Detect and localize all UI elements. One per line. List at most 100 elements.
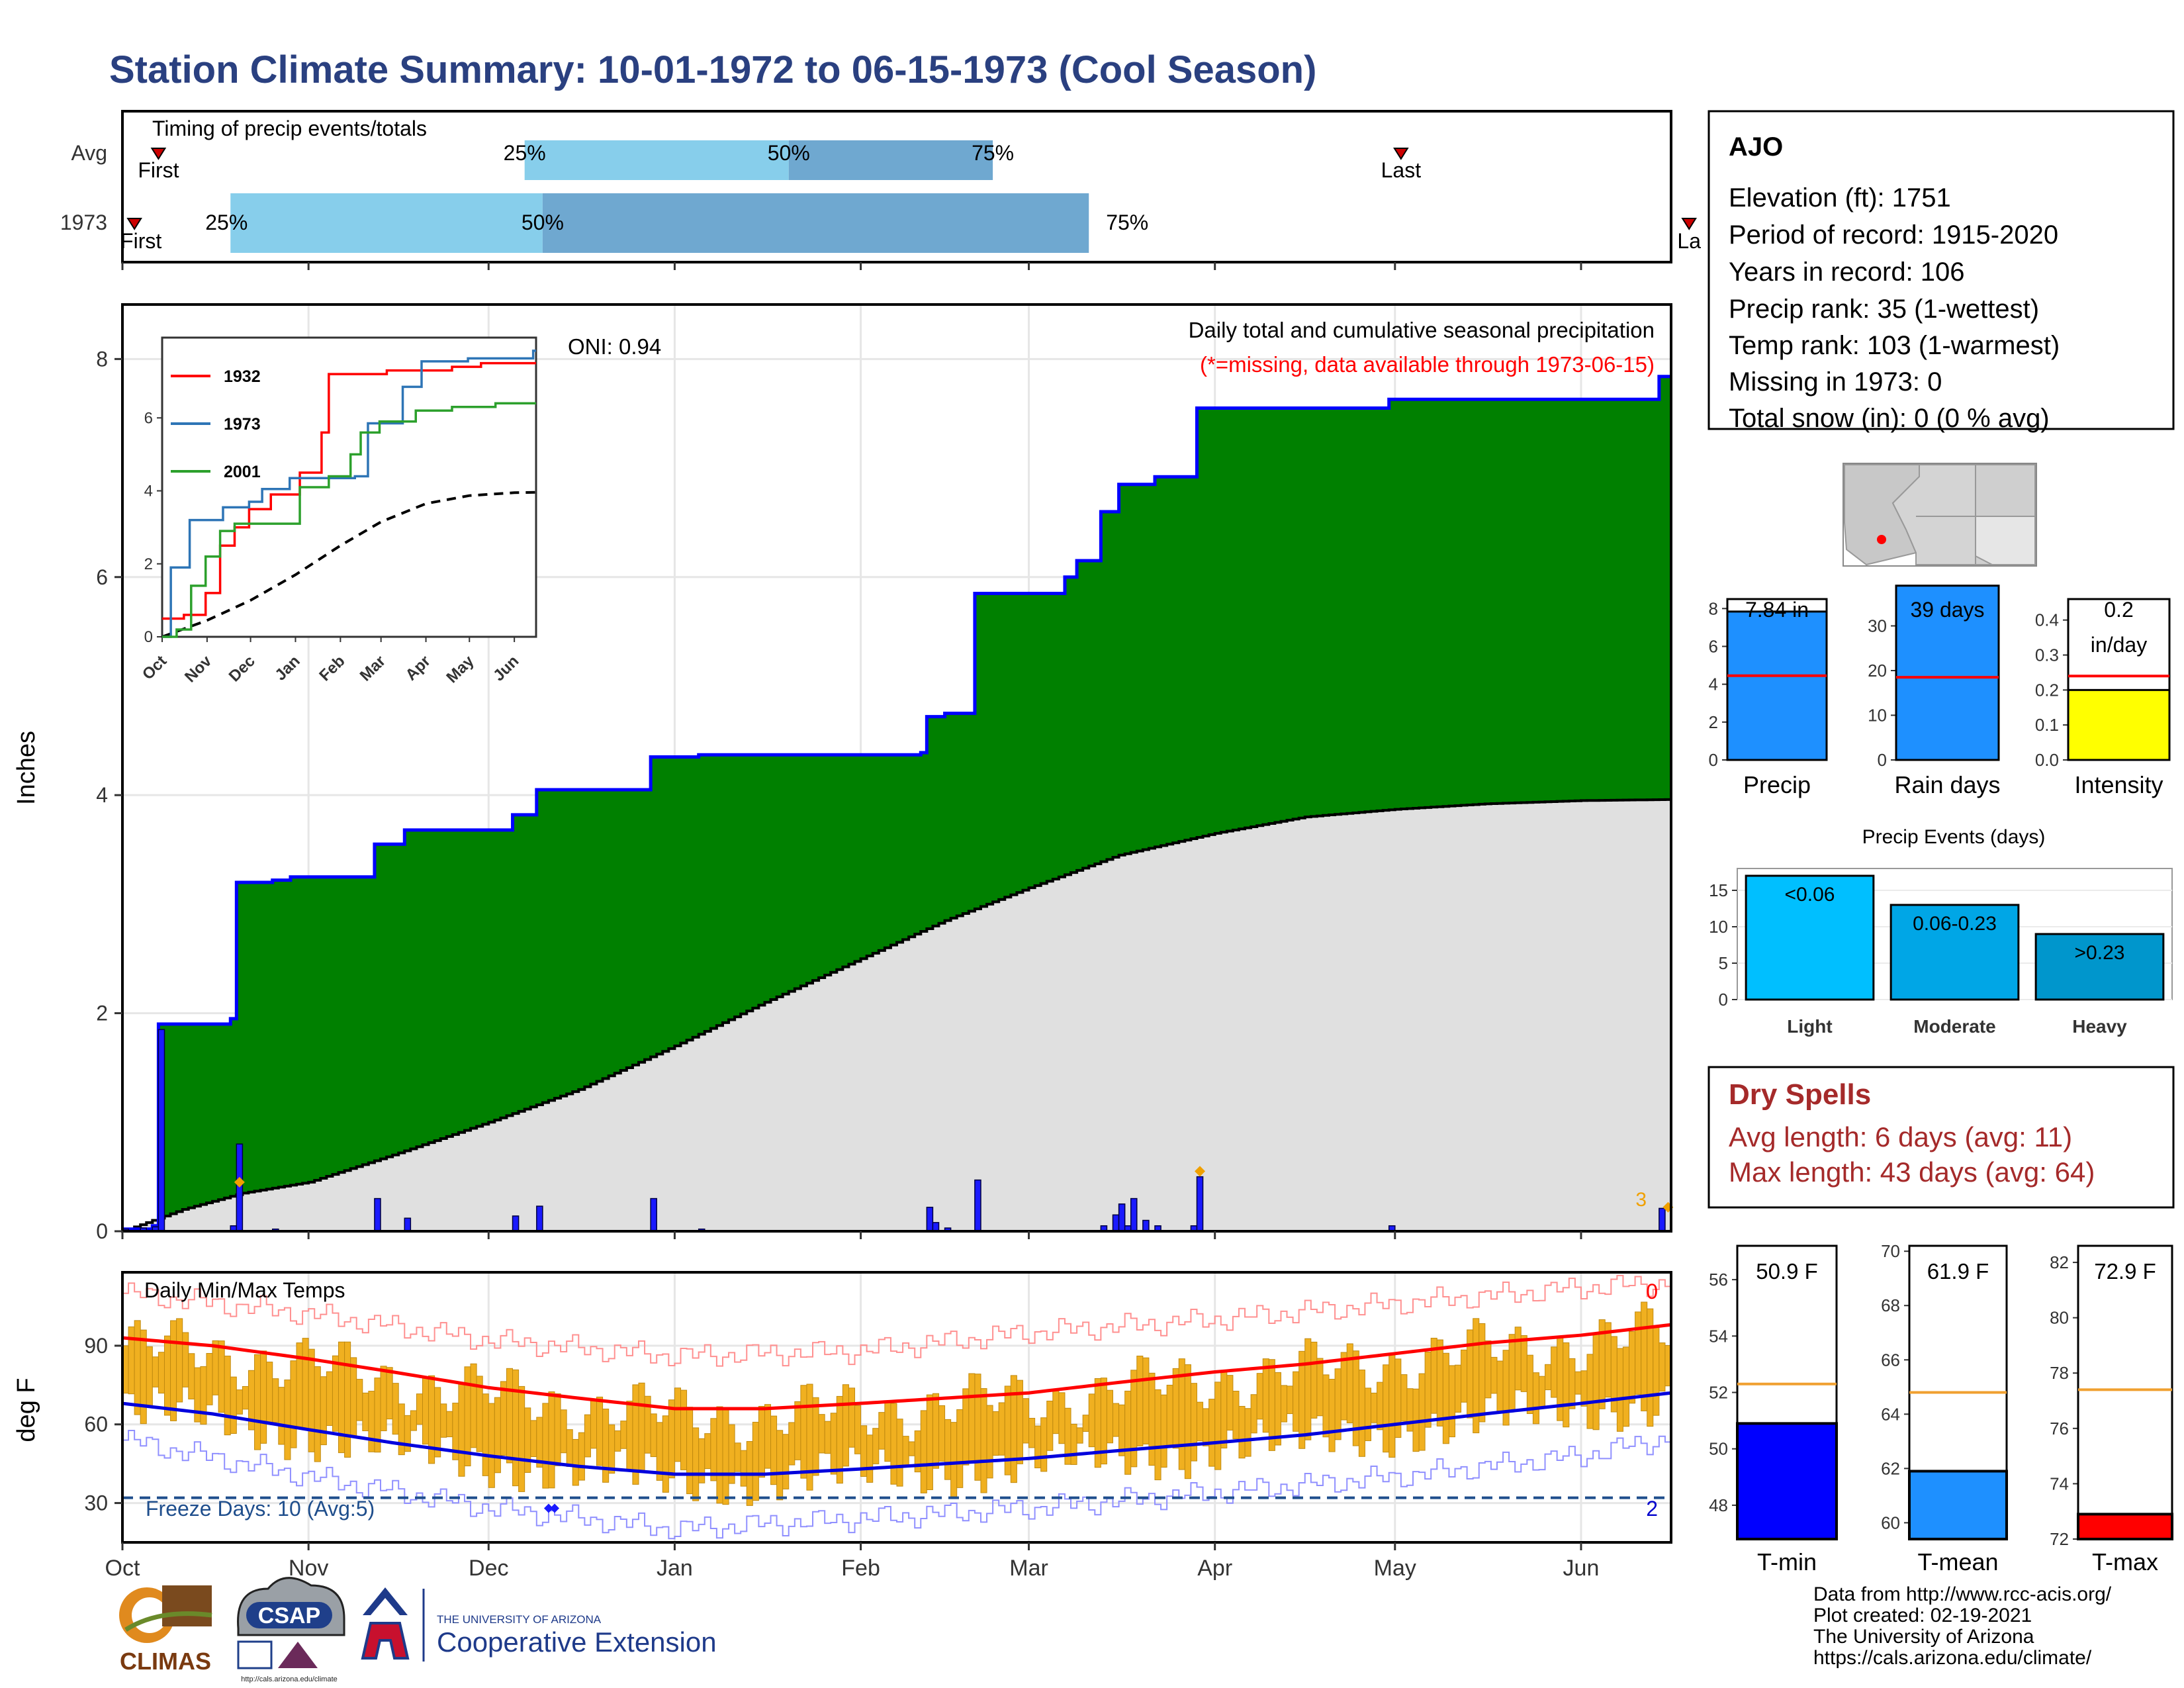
- daily-temp-bar: [1340, 1352, 1347, 1421]
- station-line-missing: Missing in 1973: 0: [1729, 367, 1942, 397]
- daily-temp-bar: [1496, 1360, 1504, 1413]
- daily-temp-bar: [584, 1414, 591, 1458]
- temp-bar-category-label: T-max: [2092, 1548, 2158, 1575]
- daily-temp-bar: [470, 1363, 477, 1448]
- temp-bar-t-max: 72 74 76 78 80 82 72.9 F T-max: [2050, 1244, 2173, 1575]
- timing-row-avg-label: Avg: [71, 141, 107, 165]
- summary-y-tick-label: 2: [1709, 712, 1718, 732]
- daily-temp-bar: [704, 1433, 711, 1470]
- cumulative-precip-line: [122, 375, 1671, 1231]
- inset-y-tick-label: 4: [144, 483, 153, 500]
- daily-temp-bar: [1196, 1401, 1204, 1442]
- daily-temp-bar: [1208, 1399, 1216, 1467]
- precip-missing-note: (*=missing, data available through 1973-…: [1200, 352, 1655, 377]
- missing-count: 3: [1635, 1189, 1647, 1211]
- station-line-temp-rank: Temp rank: 103 (1-warmest): [1729, 331, 2060, 360]
- summary-bar-rain-days: 0 10 20 30 39 days Rain days: [1868, 585, 2001, 798]
- events-bar: [2034, 933, 2165, 1001]
- ua-small-text: THE UNIVERSITY OF ARIZONA: [437, 1613, 602, 1626]
- precip-chart-title: Daily total and cumulative seasonal prec…: [1189, 318, 1655, 342]
- last-event-marker: [1681, 218, 1698, 230]
- timing-bar-50-75-Avg: [788, 140, 993, 180]
- daily-temp-bar: [740, 1450, 747, 1487]
- daily-temp-bar: [1287, 1385, 1294, 1415]
- daily-temp-bar: [500, 1381, 507, 1456]
- temp-bar-value-label: 61.9 F: [1927, 1259, 1989, 1284]
- temp-y-tick-label: 90: [84, 1334, 108, 1358]
- summary-y-tick-label: 0.0: [2035, 750, 2059, 770]
- daily-temp-bar: [926, 1394, 933, 1491]
- timing-avg-first-label: First: [138, 158, 179, 182]
- daily-temp-bar: [920, 1410, 927, 1493]
- daily-temp-bar: [1088, 1393, 1095, 1448]
- temperature-bar-charts: 48 50 52 54 56 50.9 F T-min 60 62 64 66 68 70 61.9 F T…: [1709, 1241, 2173, 1575]
- daily-temp-bar: [1316, 1358, 1324, 1417]
- temp-bar-y-tick-label: 60: [1881, 1513, 1900, 1532]
- temp-bar-y-tick-label: 62: [1881, 1458, 1900, 1478]
- precip-y-axis-label: Inches: [13, 731, 40, 805]
- daily-temp-bar: [1022, 1398, 1030, 1444]
- daily-temp-bar: [488, 1403, 495, 1488]
- temp-x-tick-label: May: [1374, 1556, 1416, 1581]
- daily-precip-bar: [926, 1207, 934, 1232]
- daily-temp-bar: [1274, 1372, 1281, 1446]
- daily-temp-bar: [758, 1405, 765, 1478]
- daily-temp-bar: [1358, 1369, 1365, 1457]
- temp-x-tick-label: Jan: [657, 1556, 693, 1581]
- daily-temp-bar: [776, 1430, 784, 1501]
- daily-precip-bar: [536, 1205, 543, 1232]
- daily-temp-bar: [1490, 1356, 1498, 1394]
- events-y-tick-label: 0: [1719, 990, 1728, 1009]
- daily-temp-bar: [1514, 1327, 1522, 1391]
- daily-temp-bar: [752, 1421, 759, 1501]
- temp-x-tick-label: Nov: [289, 1556, 328, 1581]
- daily-temp-bar: [416, 1393, 423, 1425]
- timing-avg-75-label: 75%: [972, 141, 1014, 165]
- timing-panel: Timing of precip events/totals Avg 1973 …: [60, 110, 1701, 263]
- daily-temp-bar: [440, 1403, 447, 1438]
- footer-line-data: Data from http://www.rcc-acis.org/: [1813, 1583, 2112, 1605]
- daily-temp-bar: [1220, 1371, 1228, 1449]
- temp-bar-y-tick-label: 74: [2050, 1474, 2069, 1493]
- daily-temp-bar: [1346, 1343, 1353, 1423]
- temp-bar-t-mean: 60 62 64 66 68 70 61.9 F T-mean: [1881, 1241, 2008, 1575]
- daily-temp-bar: [788, 1422, 796, 1466]
- events-category-label: Moderate: [1913, 1016, 1995, 1037]
- daily-temp-bar: [998, 1402, 1005, 1456]
- ua-logo: THE UNIVERSITY OF ARIZONA Cooperative Ex…: [361, 1587, 717, 1662]
- daily-temp-bar: [302, 1338, 309, 1430]
- daily-temp-bar: [242, 1385, 249, 1410]
- precip-events-chart: Precip Events (days) 0 5 10 15 <0.06 Light 0.0…: [1709, 826, 2173, 1037]
- daily-temp-bar: [1484, 1340, 1492, 1399]
- summary-y-tick-label: 20: [1868, 661, 1887, 680]
- daily-temp-bar: [650, 1413, 657, 1458]
- daily-precip-bar: [1112, 1214, 1120, 1232]
- daily-temp-bar: [260, 1350, 267, 1444]
- daily-temp-bar: [734, 1442, 741, 1472]
- dry-spells-max: Max length: 43 days (avg: 64): [1729, 1156, 2095, 1188]
- daily-temp-bar: [698, 1438, 705, 1483]
- daily-temp-bar: [362, 1392, 369, 1432]
- daily-temp-bar: [230, 1376, 237, 1434]
- temp-bar-y-tick-label: 68: [1881, 1295, 1900, 1315]
- daily-temp-bar: [1118, 1404, 1126, 1456]
- daily-temp-bar: [818, 1414, 825, 1454]
- daily-temp-bar: [722, 1408, 729, 1505]
- daily-precip-bar: [236, 1143, 244, 1232]
- summary-bar-value: [1726, 610, 1828, 761]
- daily-temp-bar: [560, 1409, 567, 1454]
- daily-temp-bar: [1203, 1408, 1210, 1446]
- precip-y-tick-label: 4: [96, 783, 108, 807]
- daily-temp-bar: [1436, 1339, 1443, 1427]
- first-event-marker: [126, 218, 142, 230]
- temp-x-tick-label: Dec: [469, 1556, 508, 1581]
- summary-y-tick-label: 0: [1878, 750, 1887, 770]
- timing-avg-25-label: 25%: [504, 141, 546, 165]
- daily-temp-bar: [710, 1418, 717, 1481]
- daily-temp-bar: [1322, 1374, 1330, 1438]
- daily-temp-bar: [872, 1428, 880, 1464]
- timing-bar-25-50-Avg: [524, 140, 789, 180]
- station-line-years: Years in record: 106: [1729, 258, 1965, 287]
- daily-temp-bar: [1148, 1372, 1156, 1466]
- temp-bar-y-tick-label: 76: [2050, 1419, 2069, 1438]
